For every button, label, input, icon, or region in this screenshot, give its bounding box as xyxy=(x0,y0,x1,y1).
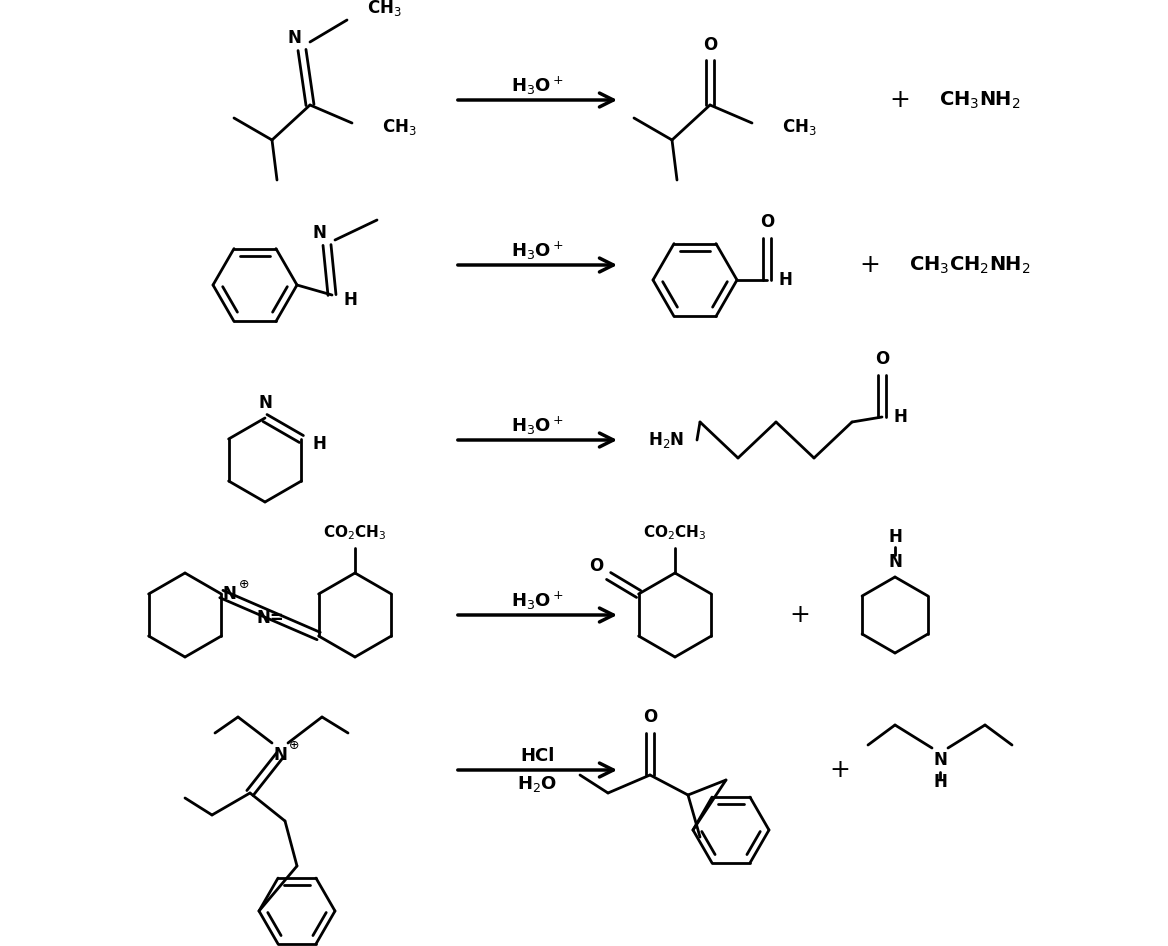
Text: +: + xyxy=(860,253,881,277)
Text: N: N xyxy=(222,585,236,603)
Text: H$_3$O$^+$: H$_3$O$^+$ xyxy=(512,415,564,437)
Text: CH$_3$: CH$_3$ xyxy=(783,117,816,137)
Text: O: O xyxy=(875,350,889,368)
Text: H$_2$O: H$_2$O xyxy=(517,774,557,794)
Text: N=: N= xyxy=(256,609,284,627)
Text: N: N xyxy=(287,29,301,47)
Text: +: + xyxy=(829,758,850,782)
Text: CH$_3$: CH$_3$ xyxy=(367,0,402,18)
Text: H: H xyxy=(888,528,902,546)
Text: $\oplus$: $\oplus$ xyxy=(288,739,300,751)
Text: N: N xyxy=(888,553,902,571)
Text: CH$_3$NH$_2$: CH$_3$NH$_2$ xyxy=(939,89,1021,111)
Text: CO$_2$CH$_3$: CO$_2$CH$_3$ xyxy=(324,524,387,542)
Text: +: + xyxy=(890,88,910,112)
Text: +: + xyxy=(790,603,811,627)
Text: H$_3$O$^+$: H$_3$O$^+$ xyxy=(512,75,564,97)
Text: N: N xyxy=(933,751,947,769)
Text: O: O xyxy=(703,36,717,54)
Text: N: N xyxy=(273,746,287,764)
Text: O: O xyxy=(760,213,774,231)
Text: H: H xyxy=(343,291,357,309)
Text: H: H xyxy=(933,773,947,791)
Text: O: O xyxy=(590,557,604,575)
Text: O: O xyxy=(642,708,658,726)
Text: H$_3$O$^+$: H$_3$O$^+$ xyxy=(512,240,564,262)
Text: H: H xyxy=(312,435,326,453)
Text: N: N xyxy=(258,394,272,412)
Text: N: N xyxy=(312,224,326,242)
Text: H: H xyxy=(778,271,792,289)
Text: CH$_3$CH$_2$NH$_2$: CH$_3$CH$_2$NH$_2$ xyxy=(909,254,1031,275)
Text: CH$_3$: CH$_3$ xyxy=(382,117,417,137)
Text: HCl: HCl xyxy=(520,747,555,765)
Text: H: H xyxy=(894,408,906,426)
Text: CO$_2$CH$_3$: CO$_2$CH$_3$ xyxy=(644,524,707,542)
Text: H$_2$N: H$_2$N xyxy=(648,430,684,450)
Text: H$_3$O$^+$: H$_3$O$^+$ xyxy=(512,590,564,612)
Text: $\oplus$: $\oplus$ xyxy=(238,577,249,590)
